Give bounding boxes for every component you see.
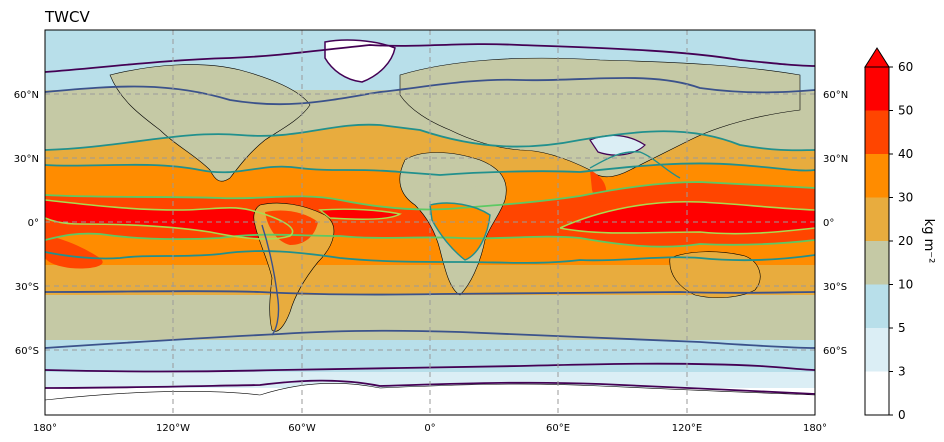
colorbar-tick-label: 20 [898,234,913,248]
contour-coast-china [589,151,681,179]
field-east-pacific-max [45,200,293,239]
contour-10-north [45,123,815,152]
contour-20-south [45,250,815,264]
colorbar-label: kg m⁻² [921,219,936,264]
colorbar-tick-label: 30 [898,191,913,205]
contour-40-atlantic [318,208,402,220]
contour-coast-africa [429,202,491,261]
lat-tick-left: 30°S [15,282,39,293]
land-australia [669,251,761,299]
colorbar-tick-label: 3 [898,365,906,379]
colorbar-tick-label: 40 [898,147,913,161]
colorbar-swatches [865,67,889,415]
lon-tick: 60°E [546,423,570,434]
colorbar-swatch [865,110,889,154]
colorbar-tick-label: 50 [898,104,913,118]
map-panel [45,30,815,415]
contour-5-north [45,77,815,106]
lon-tick: 120°E [672,423,702,434]
field-west-pacific-max [560,201,815,234]
contour-0-south [45,379,815,395]
field-atlantic-tongue [320,209,400,220]
colorbar-tick-label: 0 [898,408,906,422]
field-dateline-tongue [45,235,103,269]
colorbar-extend-arrow [864,47,890,68]
colorbar-swatch [865,241,889,285]
lat-tick-left: 60°S [15,346,39,357]
lon-tick-labels: 180° 120°W 60°W 0° 60°E 120°E 180° [33,423,827,434]
colorbar-tick-label: 60 [898,60,913,74]
map-title: TWCV [44,8,90,26]
lat-tick-left: 60°N [14,90,39,101]
contour-40-wpac [559,200,815,235]
land-north-america [109,64,311,182]
contour-3-south [45,362,815,373]
land-greenland [324,39,396,83]
contour-30-north [45,181,815,211]
lat-tick-right: 30°S [823,282,847,293]
colorbar-tick-label: 10 [898,278,913,292]
colorbar-tick-label: 5 [898,321,906,335]
colorbar-swatch [865,284,889,328]
contour-40-eqpac [45,199,294,240]
lon-tick: 120°W [156,423,190,434]
lat-tick-left: 30°N [14,154,39,165]
lat-tick-right: 60°S [823,346,847,357]
lat-tick-labels-right: 60°N 30°N 0° 30°S 60°S [823,90,848,357]
contour-3-north [45,43,815,73]
lat-tick-labels-left: 60°N 30°N 0° 30°S 60°S [14,90,39,357]
colorbar-swatch [865,371,889,415]
lon-tick: 0° [424,423,435,434]
lat-tick-right: 30°N [823,154,848,165]
lon-tick: 60°W [288,423,316,434]
colorbar-ticks: 0 3 5 10 20 30 40 50 60 [889,60,913,422]
contour-andes [261,224,280,336]
gridlines [45,30,815,415]
colorbar: 0 3 5 10 20 30 40 50 60 kg m⁻² [864,47,936,422]
land-africa-sahara [405,156,492,188]
contour-30-south [45,232,815,248]
lat-tick-left: 0° [28,218,39,229]
contour-lines [45,43,815,395]
colorbar-swatch [865,154,889,198]
colorbar-swatch [865,197,889,241]
contour-20-north [45,162,815,176]
band-midlat-south [45,290,815,340]
map-frame [44,29,816,416]
lat-tick-right: 0° [823,218,834,229]
lon-tick: 180° [33,423,57,434]
contour-10-south [45,290,815,296]
lat-tick-right: 60°N [823,90,848,101]
lon-tick: 180° [803,423,827,434]
colorbar-swatch [865,328,889,372]
colorbar-swatch [865,67,889,111]
contour-5-south [45,329,815,349]
land-africa-wet [430,203,490,260]
